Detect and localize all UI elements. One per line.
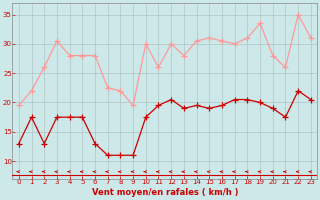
X-axis label: Vent moyen/en rafales ( km/h ): Vent moyen/en rafales ( km/h ) <box>92 188 238 197</box>
